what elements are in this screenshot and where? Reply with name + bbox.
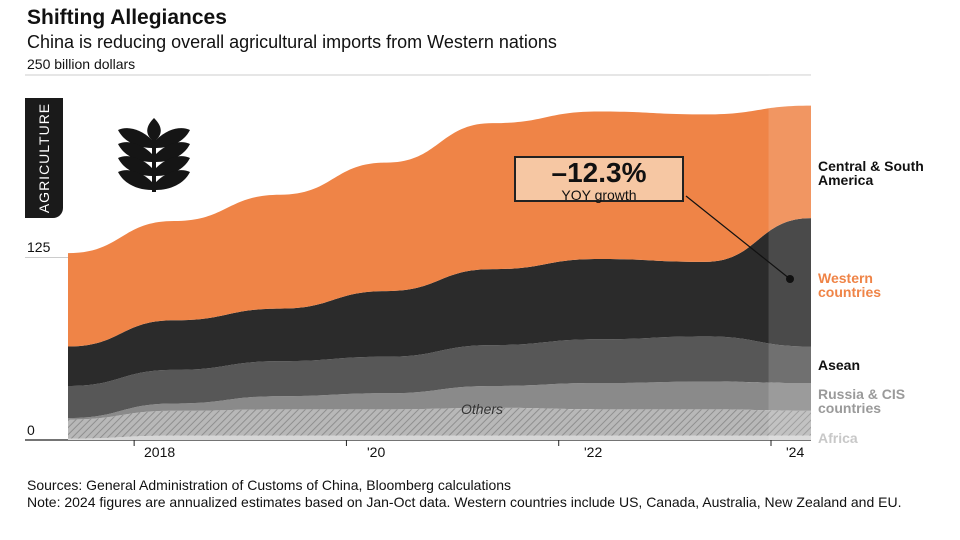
series-label-russia-cis: Russia & CIS countries	[818, 386, 906, 416]
series-label-central-south-america: Central & South America	[818, 158, 924, 188]
x-tick-2018: 2018	[144, 444, 176, 460]
source-text: Sources: General Administration of Custo…	[27, 477, 512, 493]
area-asean	[68, 336, 811, 419]
series-label-africa: Africa	[818, 430, 858, 446]
agriculture-badge-label: AGRICULTURE	[36, 102, 52, 214]
series-label-asean: Asean	[818, 357, 861, 373]
agriculture-badge: AGRICULTURE	[25, 98, 63, 218]
chart-title: Shifting Allegiances	[27, 6, 227, 29]
area-others	[68, 407, 811, 439]
yoy-callout: –12.3% YOY growth	[514, 156, 684, 202]
note-text: Note: 2024 figures are annualized estima…	[27, 494, 902, 510]
x-tick-2020: '20	[367, 444, 386, 460]
callout-label: YOY growth	[561, 187, 637, 203]
source-notes: Sources: General Administration of Custo…	[27, 477, 952, 511]
x-tick-2022: '22	[584, 444, 603, 460]
chart-subtitle: China is reducing overall agricultural i…	[27, 32, 557, 52]
callout-value: –12.3%	[551, 157, 647, 188]
area-africa	[68, 435, 811, 440]
y-tick-0: 0	[27, 422, 35, 438]
area-central-south-america	[68, 218, 811, 386]
area-russia-cis-countries	[68, 381, 811, 420]
callout-leader-line	[685, 195, 791, 280]
y-tick-125: 125	[27, 239, 51, 255]
x-tick-2024: '24	[786, 444, 805, 460]
estimate-shading	[768, 75, 811, 440]
others-label: Others	[461, 401, 504, 417]
y-unit-label: 250 billion dollars	[27, 56, 136, 72]
series-label-western: Western countries	[818, 270, 882, 300]
